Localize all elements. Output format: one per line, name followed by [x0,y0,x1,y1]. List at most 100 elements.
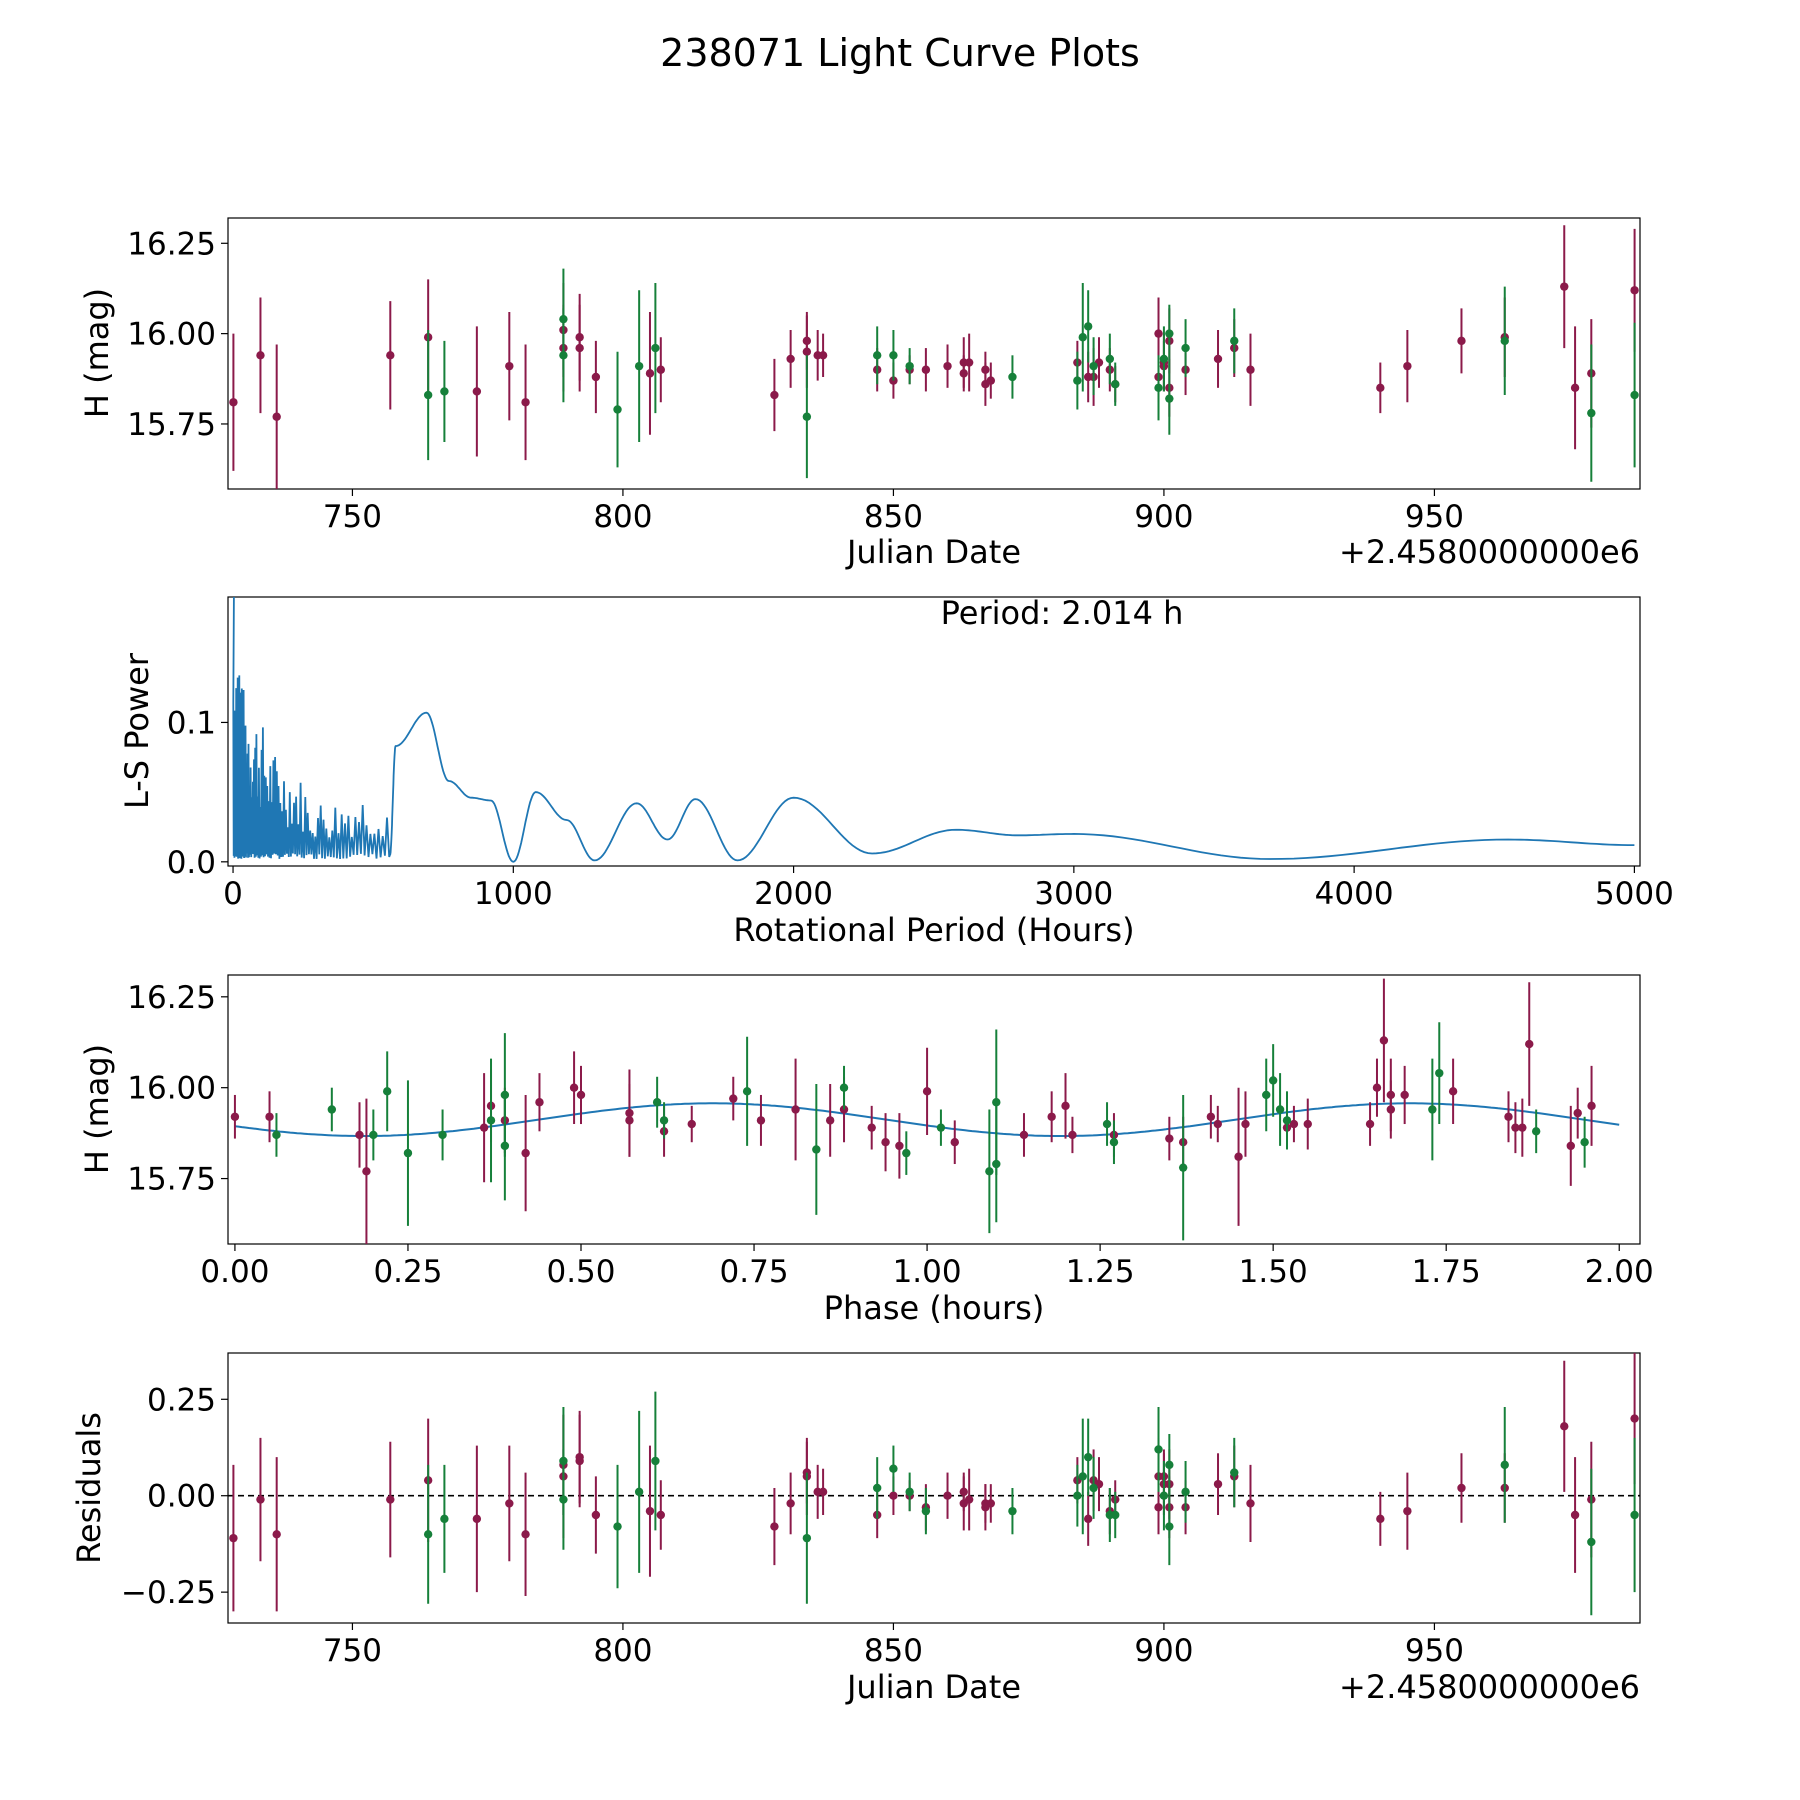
data-point-maroon [1376,362,1385,414]
data-point-maroon [895,1113,904,1179]
data-point-maroon [1457,308,1466,374]
data-point-maroon [818,333,828,377]
data-point-maroon [950,1120,959,1165]
periodogram-yticks: 0.0 0.1 [167,705,228,881]
data-point-maroon [362,1098,371,1244]
data-point-green [1181,319,1190,377]
x-tick-label: 750 [323,499,382,535]
data-point-maroon [881,1113,890,1172]
data-point-maroon [575,293,584,381]
periodogram-line [232,597,1635,863]
periodogram-xticks: 0 1000 2000 3000 4000 5000 [223,866,1674,912]
data-point-green [1008,1488,1017,1535]
data-point-maroon [1165,1116,1174,1161]
data-point-maroon [229,333,238,471]
data-point-maroon [867,1105,876,1150]
data-point-maroon [1303,1098,1312,1150]
data-point-green [1630,1437,1639,1593]
data-point-maroon [1511,1102,1520,1154]
data-point-green [872,1457,882,1519]
data-point-maroon [1504,1091,1513,1143]
data-point-green [1268,1044,1278,1117]
data-point-green [327,1087,337,1132]
data-point-green [872,326,882,385]
residuals-xlabel: Julian Date [845,1668,1021,1706]
data-point-maroon [943,1472,952,1519]
data-point-maroon [576,1065,586,1125]
data-point-green [1073,1464,1082,1527]
data-point-maroon [591,1476,601,1554]
lightcurve-panel: 750 800 850 900 950 15.75 16.00 16.25 Julian D… [78,217,1641,571]
data-point-green [613,1464,622,1589]
data-point-maroon [1246,333,1255,406]
data-point-maroon [1386,1080,1396,1139]
x-tick-label: 1000 [474,876,553,912]
data-point-green [500,1033,510,1157]
data-point-maroon [591,340,601,414]
residuals-axes [227,1352,1641,1624]
data-point-green [1159,1461,1169,1531]
x-tick-label: 1.50 [1239,1254,1308,1290]
data-point-green [1435,1022,1444,1125]
data-point-maroon [229,1464,238,1612]
data-point-green [613,351,622,468]
figure-title: 238071 Light Curve Plots [660,31,1140,75]
data-point-green [382,1051,392,1132]
data-point-maroon [1560,225,1569,349]
data-point-maroon [505,311,514,421]
x-tick-label: 850 [864,499,923,535]
data-point-maroon [986,1484,996,1523]
data-point-maroon [791,1058,800,1161]
data-point-maroon [1560,1360,1569,1492]
data-point-green [423,1464,433,1604]
data-point-maroon [1234,1087,1243,1226]
x-tick-label: 950 [1405,1633,1464,1669]
data-point-maroon [959,355,968,392]
data-point-maroon [1213,1453,1223,1515]
data-point-maroon [1566,1105,1575,1186]
residuals-offset-text: +2.4580000000e6 [1339,1668,1640,1706]
data-point-maroon [521,1472,530,1596]
data-point-maroon [786,330,795,388]
residuals-yticks: −0.25 0.00 0.25 [121,1382,228,1611]
data-point-green [1230,308,1239,374]
data-point-maroon [386,1441,395,1558]
data-point-green [1262,1058,1271,1132]
data-point-maroon [1289,1105,1299,1143]
data-point-green [1165,362,1174,435]
data-point-green [1111,362,1120,406]
data-point-maroon [656,1480,665,1550]
data-point-maroon [355,1102,364,1168]
data-point-green [1109,1120,1119,1165]
data-point-green [905,1472,914,1512]
data-point-maroon [1570,326,1580,450]
data-point-green [1500,1407,1509,1523]
lightcurve-points [229,225,1639,489]
data-point-maroon [1570,1457,1580,1573]
lightcurve-yticks: 15.75 16.00 16.25 [127,226,228,443]
x-tick-label: 0.25 [373,1254,442,1290]
data-point-green [992,1105,1001,1223]
data-point-maroon [1457,1453,1466,1523]
phase-panel: 0.00 0.25 0.50 0.75 1.00 1.25 1.50 1.75 2.00 15.… [78,974,1654,1327]
data-point-maroon [1587,1065,1596,1146]
y-tick-label: 0.25 [147,1382,216,1418]
data-point-maroon [272,1457,281,1612]
x-tick-label: 800 [593,1633,652,1669]
data-point-green [438,1109,447,1161]
data-point-maroon [521,344,530,461]
data-point-maroon [1213,1105,1222,1143]
data-point-green [1159,326,1169,392]
data-point-maroon [1376,1491,1385,1546]
data-point-green [1275,1073,1285,1146]
data-point-green [440,1464,449,1573]
data-point-green [1008,355,1017,399]
data-point-green [1500,286,1509,396]
data-point-maroon [1372,1058,1382,1117]
data-point-maroon [1379,978,1389,1103]
residuals-xticks: 750 800 850 900 950 [323,1623,1464,1669]
phase-points [230,978,1620,1244]
data-point-maroon [1518,1098,1527,1157]
data-point-maroon [921,348,931,392]
y-tick-label: 16.00 [127,1071,216,1107]
